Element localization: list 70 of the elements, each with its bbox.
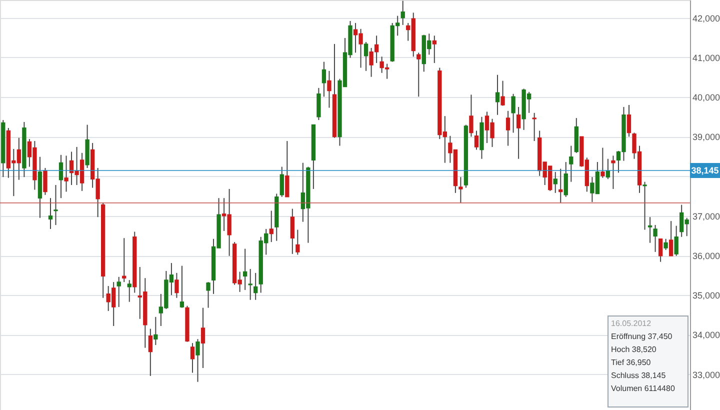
- candlestick: [469, 94, 474, 138]
- candlestick: [600, 147, 605, 178]
- candlestick: [322, 61, 326, 98]
- candlestick: [180, 265, 184, 308]
- candlestick: [516, 106, 521, 160]
- candlestick: [400, 0, 405, 26]
- candlestick: [242, 248, 248, 290]
- candlestick: [648, 216, 652, 244]
- candlestick: [474, 130, 479, 150]
- annotation: Schluss 38,145: [611, 371, 666, 380]
- y-tick-label: 35,000: [692, 290, 720, 301]
- candlestick: [64, 155, 68, 192]
- candlestick: [495, 74, 500, 116]
- candlestick: [458, 176, 463, 204]
- y-tick-label: 37,000: [692, 211, 720, 222]
- annotation: Hoch 38,520: [611, 345, 657, 354]
- y-tick-label: 34,000: [692, 330, 720, 340]
- candlestick: [416, 52, 421, 98]
- candlestick: [626, 104, 632, 138]
- y-tick-label: 42,000: [692, 13, 720, 24]
- candlestick: [642, 181, 647, 230]
- candlestick: [532, 112, 536, 142]
- candlestick: [196, 338, 200, 382]
- candlestick: [664, 238, 668, 250]
- candlestick: [269, 210, 274, 243]
- candlestick: [553, 171, 558, 194]
- candlestick: [611, 155, 616, 190]
- candlestick: [658, 238, 663, 262]
- candlestick: [122, 238, 126, 283]
- candlestick: [296, 229, 300, 256]
- candlestick: [364, 41, 368, 72]
- candlestick: [511, 93, 516, 134]
- candlestick: [254, 272, 258, 300]
- candlestick: [127, 280, 132, 302]
- candlestick: [668, 220, 674, 256]
- candlestick: [564, 162, 568, 198]
- candlestick: [500, 80, 505, 106]
- candlestick: [174, 272, 179, 298]
- candlestick: [48, 198, 53, 230]
- candlestick: [674, 225, 678, 256]
- annotation: 16.05.2012: [611, 319, 652, 328]
- candlestick: [148, 328, 152, 376]
- candlestick: [248, 268, 252, 300]
- candlestick: [558, 168, 563, 204]
- y-tick-label: 40,000: [692, 92, 720, 103]
- candlestick: [206, 282, 210, 308]
- y-tick-label: 41,000: [692, 52, 720, 63]
- candlestick: [280, 166, 284, 198]
- candlestick: [154, 316, 158, 346]
- candlestick: [506, 110, 510, 146]
- annotation: Volumen 6114480: [611, 384, 676, 393]
- ref-line-label: 38,145: [691, 166, 719, 176]
- candlestick: [653, 224, 658, 252]
- y-tick-label: 39,000: [692, 132, 720, 142]
- y-tick-label: 33,000: [692, 370, 720, 380]
- candlestick: [54, 184, 58, 226]
- candlestick: [285, 140, 290, 198]
- annotation: Tief 36,950: [611, 358, 652, 367]
- candlestick: [327, 70, 332, 108]
- candlestick: [116, 276, 121, 308]
- candlestick: [432, 35, 436, 64]
- candlestick: [290, 208, 294, 254]
- candlestick: [200, 307, 206, 369]
- annotation: Eröffnung 37,450: [611, 332, 673, 341]
- candlestick: [190, 342, 195, 374]
- y-tick-label: 36,000: [692, 251, 720, 262]
- candlestick: [43, 167, 48, 196]
- candlestick: [316, 87, 321, 121]
- candlestick: [569, 145, 574, 182]
- candlestick: [606, 158, 610, 180]
